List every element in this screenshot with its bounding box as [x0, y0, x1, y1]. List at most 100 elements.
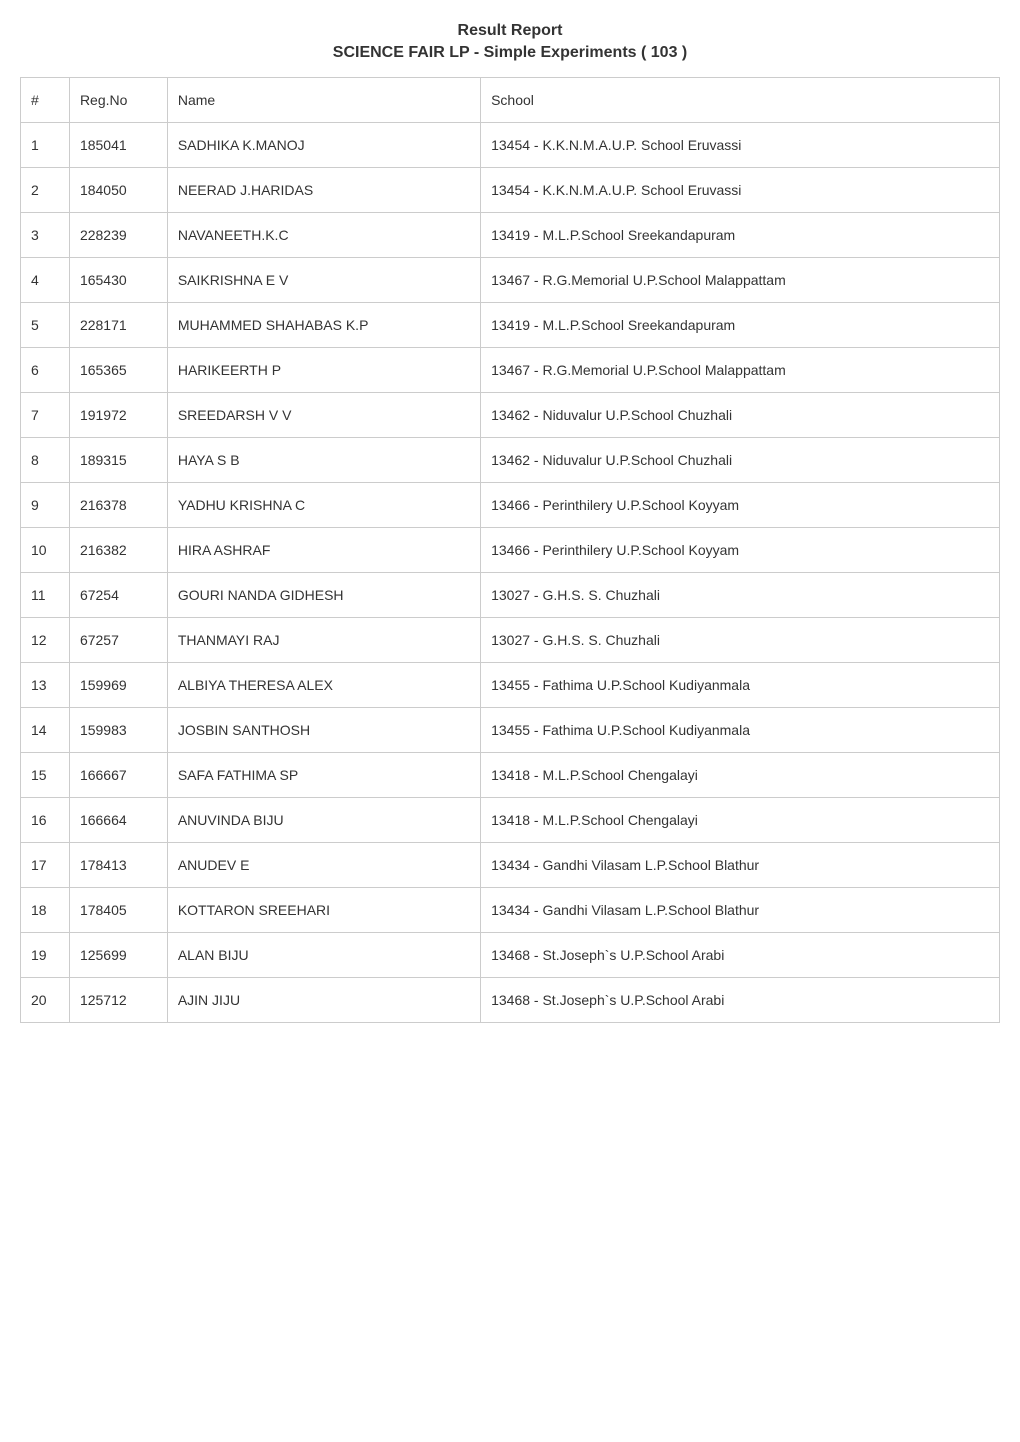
table-cell: 185041 [69, 122, 167, 167]
table-cell: 216382 [69, 527, 167, 572]
table-cell: 228171 [69, 302, 167, 347]
table-cell: 159983 [69, 707, 167, 752]
table-cell: 13419 - M.L.P.School Sreekandapuram [481, 302, 1000, 347]
table-row: 7191972SREEDARSH V V13462 - Niduvalur U.… [21, 392, 1000, 437]
table-cell: 4 [21, 257, 70, 302]
table-cell: JOSBIN SANTHOSH [167, 707, 480, 752]
table-cell: 125712 [69, 977, 167, 1022]
table-row: 1267257THANMAYI RAJ13027 - G.H.S. S. Chu… [21, 617, 1000, 662]
table-cell: 13027 - G.H.S. S. Chuzhali [481, 617, 1000, 662]
table-cell: 11 [21, 572, 70, 617]
table-cell: 189315 [69, 437, 167, 482]
report-title-line1: Result Report [20, 20, 1000, 42]
table-cell: THANMAYI RAJ [167, 617, 480, 662]
table-row: 1185041SADHIKA K.MANOJ13454 - K.K.N.M.A.… [21, 122, 1000, 167]
table-cell: 2 [21, 167, 70, 212]
table-cell: 13467 - R.G.Memorial U.P.School Malappat… [481, 257, 1000, 302]
table-cell: 125699 [69, 932, 167, 977]
table-row: 17178413ANUDEV E13434 - Gandhi Vilasam L… [21, 842, 1000, 887]
table-row: 8189315HAYA S B13462 - Niduvalur U.P.Sch… [21, 437, 1000, 482]
table-cell: HIRA ASHRAF [167, 527, 480, 572]
table-cell: 13455 - Fathima U.P.School Kudiyanmala [481, 662, 1000, 707]
table-cell: 13419 - M.L.P.School Sreekandapuram [481, 212, 1000, 257]
table-cell: NEERAD J.HARIDAS [167, 167, 480, 212]
table-cell: YADHU KRISHNA C [167, 482, 480, 527]
table-cell: 10 [21, 527, 70, 572]
table-cell: 13418 - M.L.P.School Chengalayi [481, 797, 1000, 842]
table-cell: 7 [21, 392, 70, 437]
col-header-regno: Reg.No [69, 77, 167, 122]
table-cell: SREEDARSH V V [167, 392, 480, 437]
table-cell: 159969 [69, 662, 167, 707]
table-cell: 216378 [69, 482, 167, 527]
table-row: 15166667SAFA FATHIMA SP13418 - M.L.P.Sch… [21, 752, 1000, 797]
table-cell: 228239 [69, 212, 167, 257]
table-cell: 19 [21, 932, 70, 977]
table-cell: 17 [21, 842, 70, 887]
table-cell: NAVANEETH.K.C [167, 212, 480, 257]
table-cell: 13454 - K.K.N.M.A.U.P. School Eruvassi [481, 122, 1000, 167]
table-cell: 165430 [69, 257, 167, 302]
table-cell: GOURI NANDA GIDHESH [167, 572, 480, 617]
table-header-row: # Reg.No Name School [21, 77, 1000, 122]
table-row: 2184050NEERAD J.HARIDAS13454 - K.K.N.M.A… [21, 167, 1000, 212]
table-cell: ANUVINDA BIJU [167, 797, 480, 842]
table-cell: ALBIYA THERESA ALEX [167, 662, 480, 707]
table-cell: 9 [21, 482, 70, 527]
col-header-num: # [21, 77, 70, 122]
table-row: 5228171MUHAMMED SHAHABAS K.P13419 - M.L.… [21, 302, 1000, 347]
table-cell: 67257 [69, 617, 167, 662]
table-cell: 178413 [69, 842, 167, 887]
table-cell: 166667 [69, 752, 167, 797]
table-cell: 13 [21, 662, 70, 707]
table-cell: 67254 [69, 572, 167, 617]
table-cell: 14 [21, 707, 70, 752]
table-cell: 13455 - Fathima U.P.School Kudiyanmala [481, 707, 1000, 752]
table-cell: 165365 [69, 347, 167, 392]
table-cell: 8 [21, 437, 70, 482]
report-title-block: Result Report SCIENCE FAIR LP - Simple E… [20, 20, 1000, 65]
table-cell: MUHAMMED SHAHABAS K.P [167, 302, 480, 347]
table-cell: 6 [21, 347, 70, 392]
table-cell: 3 [21, 212, 70, 257]
table-cell: 191972 [69, 392, 167, 437]
table-row: 13159969ALBIYA THERESA ALEX13455 - Fathi… [21, 662, 1000, 707]
table-row: 18178405KOTTARON SREEHARI13434 - Gandhi … [21, 887, 1000, 932]
table-cell: HARIKEERTH P [167, 347, 480, 392]
table-row: 19125699ALAN BIJU13468 - St.Joseph`s U.P… [21, 932, 1000, 977]
result-table: # Reg.No Name School 1185041SADHIKA K.MA… [20, 77, 1000, 1023]
table-cell: 13434 - Gandhi Vilasam L.P.School Blathu… [481, 887, 1000, 932]
table-cell: 13454 - K.K.N.M.A.U.P. School Eruvassi [481, 167, 1000, 212]
table-body: 1185041SADHIKA K.MANOJ13454 - K.K.N.M.A.… [21, 122, 1000, 1022]
table-cell: SAFA FATHIMA SP [167, 752, 480, 797]
table-cell: AJIN JIJU [167, 977, 480, 1022]
table-row: 9216378YADHU KRISHNA C13466 - Perinthile… [21, 482, 1000, 527]
col-header-school: School [481, 77, 1000, 122]
table-row: 16166664ANUVINDA BIJU13418 - M.L.P.Schoo… [21, 797, 1000, 842]
report-title-line2: SCIENCE FAIR LP - Simple Experiments ( 1… [20, 42, 1000, 64]
table-cell: 5 [21, 302, 70, 347]
table-row: 3228239NAVANEETH.K.C13419 - M.L.P.School… [21, 212, 1000, 257]
table-cell: 13466 - Perinthilery U.P.School Koyyam [481, 527, 1000, 572]
table-cell: 13462 - Niduvalur U.P.School Chuzhali [481, 392, 1000, 437]
table-cell: 13434 - Gandhi Vilasam L.P.School Blathu… [481, 842, 1000, 887]
table-cell: 13466 - Perinthilery U.P.School Koyyam [481, 482, 1000, 527]
table-cell: 184050 [69, 167, 167, 212]
table-row: 4165430SAIKRISHNA E V13467 - R.G.Memoria… [21, 257, 1000, 302]
table-cell: 15 [21, 752, 70, 797]
table-cell: 13468 - St.Joseph`s U.P.School Arabi [481, 932, 1000, 977]
table-cell: ANUDEV E [167, 842, 480, 887]
table-cell: 1 [21, 122, 70, 167]
table-cell: KOTTARON SREEHARI [167, 887, 480, 932]
table-cell: 13027 - G.H.S. S. Chuzhali [481, 572, 1000, 617]
table-cell: 16 [21, 797, 70, 842]
table-row: 1167254GOURI NANDA GIDHESH13027 - G.H.S.… [21, 572, 1000, 617]
table-cell: 18 [21, 887, 70, 932]
table-cell: 13418 - M.L.P.School Chengalayi [481, 752, 1000, 797]
table-cell: SADHIKA K.MANOJ [167, 122, 480, 167]
table-row: 10216382HIRA ASHRAF13466 - Perinthilery … [21, 527, 1000, 572]
table-cell: ALAN BIJU [167, 932, 480, 977]
table-cell: 13468 - St.Joseph`s U.P.School Arabi [481, 977, 1000, 1022]
table-cell: 178405 [69, 887, 167, 932]
table-cell: 20 [21, 977, 70, 1022]
